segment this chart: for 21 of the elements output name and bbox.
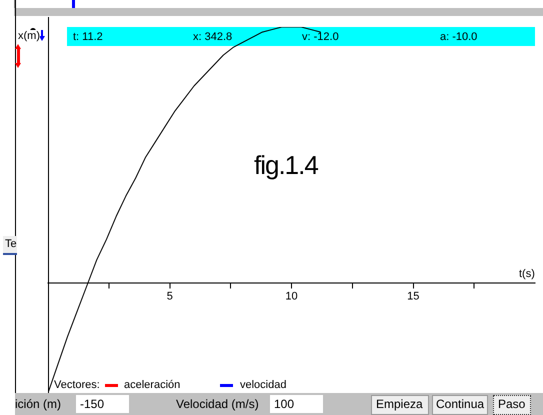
annotation: velocidad — [240, 379, 286, 392]
text: ición (m) — [15, 397, 62, 412]
annotation: fig.1.4 — [254, 150, 318, 180]
x-tick-label: 5 — [166, 290, 173, 303]
annotation: a: -10.0 — [440, 31, 478, 44]
text: Continua — [436, 397, 484, 412]
annotation: aceleración — [124, 379, 180, 392]
annotation: v: -12.0 — [302, 31, 339, 44]
annotation: t: 11.2 — [73, 31, 103, 44]
x-axis-title: t(s) — [519, 268, 535, 281]
y-axis-title: x(m) — [18, 30, 40, 43]
x-tick-label: 15 — [407, 290, 420, 303]
text: Empieza — [376, 397, 423, 412]
annotation: x: 342.8 — [193, 31, 232, 44]
x-tick-label: 10 — [285, 290, 298, 303]
annotation: Vectores: — [54, 379, 100, 392]
text: Te — [5, 238, 17, 251]
text: -150 — [80, 397, 104, 412]
text: 100 — [274, 397, 294, 412]
text: Velocidad (m/s) — [176, 397, 259, 412]
text: Paso — [498, 397, 526, 412]
